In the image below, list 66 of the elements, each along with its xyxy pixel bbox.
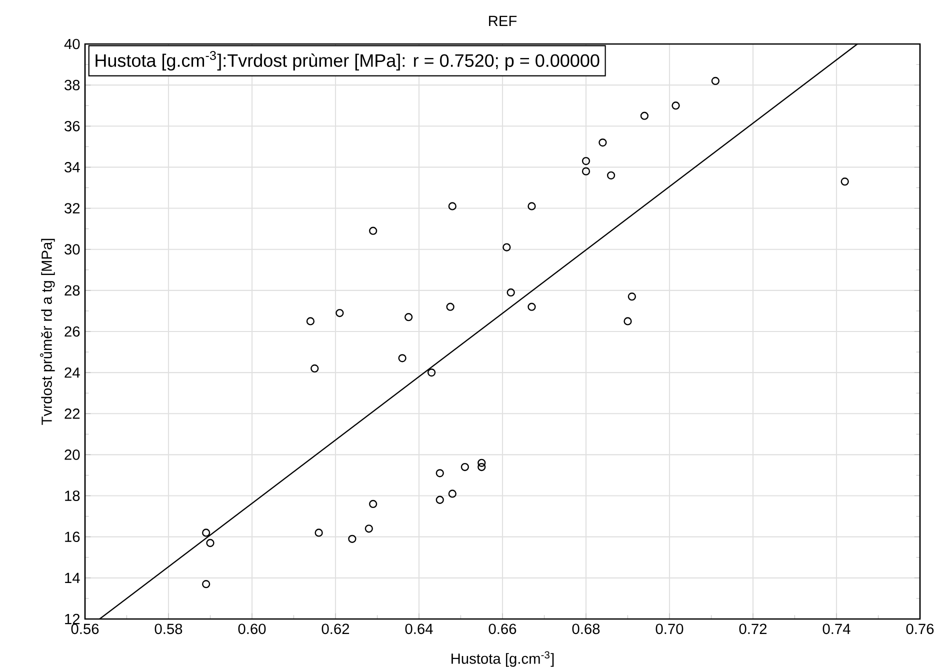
point [314,528,323,537]
y-tick-label: 26 [64,326,80,337]
point [528,202,536,210]
y-tick-label: 28 [64,285,80,296]
x-axis-title: Hustota [g.cm$^{-3}$] [452,651,554,667]
x-tick-label: 0.62 [322,624,350,634]
y-tick-label: 38 [64,80,80,90]
point [202,528,210,537]
point [628,292,636,301]
x-tick-label: 0.58 [154,624,182,634]
point [672,102,680,110]
y-tick-label: 34 [64,162,80,172]
point [202,580,210,588]
y-tick-label: 22 [64,408,80,419]
point [528,302,536,311]
x-tick-label: 0.76 [906,624,934,634]
x-tick-label: 0.60 [238,624,266,634]
point [624,317,632,326]
y-tick-label: 32 [64,203,80,214]
point [404,313,413,322]
point [448,202,456,210]
point [448,490,456,498]
y-tick-label: 20 [64,450,80,460]
x-tick-label: 0.72 [739,624,767,634]
point [436,496,444,504]
point [478,462,486,472]
point [364,524,373,533]
point [582,156,590,166]
point [336,308,344,318]
point [206,538,214,548]
x-tick-label: 0.66 [488,624,516,634]
point [506,288,515,297]
point [427,368,436,377]
point [369,226,378,235]
chart-title: REF [489,16,517,26]
point [840,178,849,186]
y-tick-label: 30 [64,244,80,255]
point [598,138,607,147]
point [369,500,378,508]
point [446,302,454,311]
point [348,534,356,543]
y-tick-label: 24 [64,367,80,378]
point [310,364,319,373]
y-tick-label: 36 [64,120,80,132]
point [398,354,406,362]
y-tick-label: 14 [65,572,80,583]
point [711,76,720,86]
point [478,458,486,467]
point [502,243,511,252]
point [460,462,469,472]
y-axis-title: Tvrdost průměr rd a tg [MPa] [40,238,55,425]
point [640,112,649,120]
y-tick-label: 18 [65,490,80,501]
point [582,167,590,176]
x-tick-label: 0.64 [405,624,433,634]
point [306,317,315,326]
y-tick-label: 40 [64,38,80,50]
point [436,469,444,478]
annotation: Hustota [g.cm$^{-3}$]:Tvrdost prùmer [MPa]: r = 0.7520; p = 0.00000 [96,51,600,71]
y-tick-label: 12 [65,614,80,624]
x-tick-label: 0.74 [822,624,850,634]
x-tick-label: 0.70 [656,624,684,634]
y-tick-label: 16 [65,532,80,542]
point [606,171,616,180]
x-tick-label: 0.56 [71,624,99,634]
x-tick-label: 0.68 [572,624,600,634]
